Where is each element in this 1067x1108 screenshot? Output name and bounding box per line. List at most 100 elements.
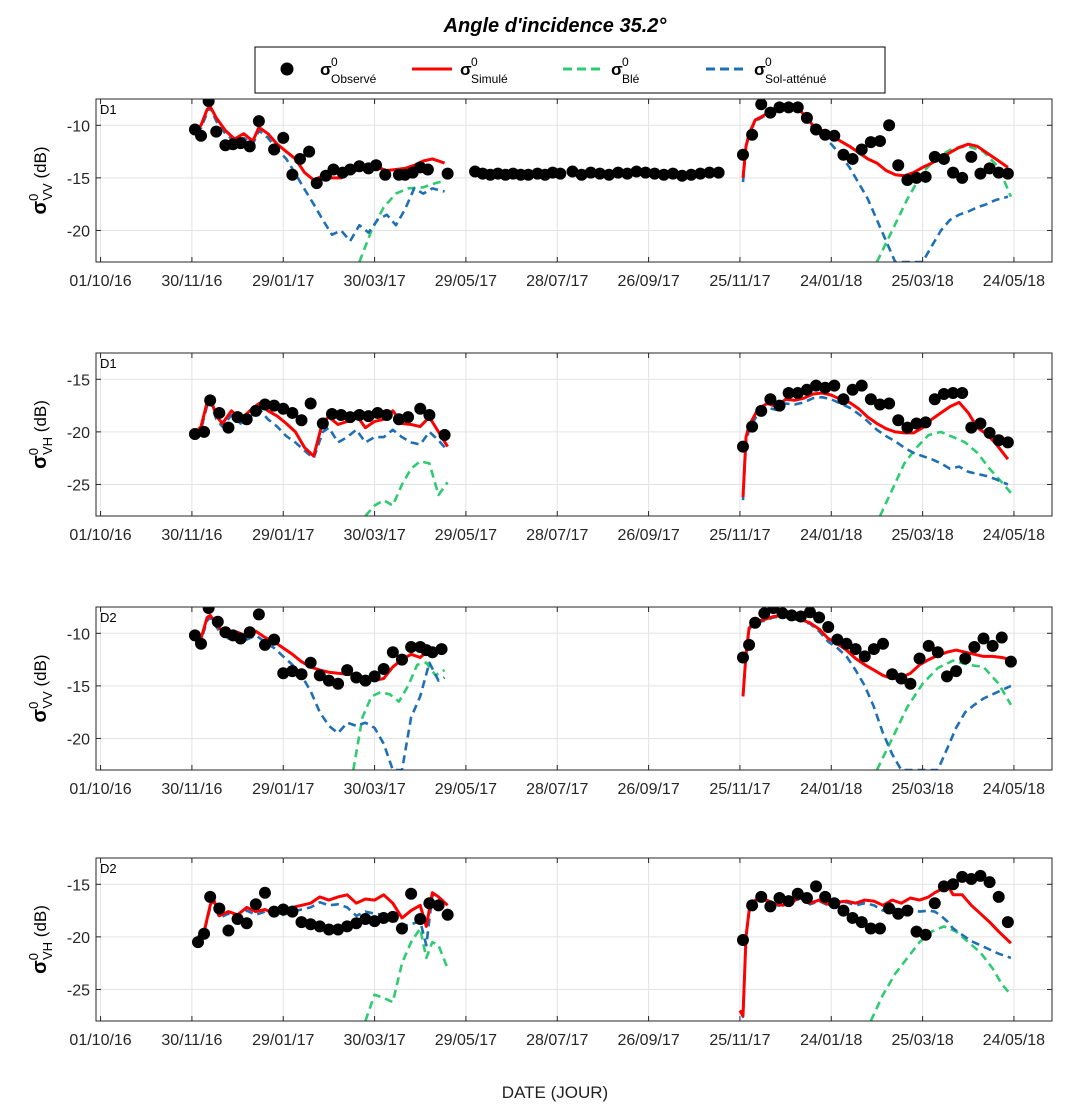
x-tick-label: 01/10/16 [69,273,131,290]
point-obs [764,393,777,406]
point-obs [295,916,308,929]
point-obs [327,163,340,176]
panel-2: 01/10/16 30/11/16 29/01/17 30/03/17 29/05/17… [26,352,1053,544]
point-obs [359,912,372,925]
x-tick-label: 26/09/17 [617,527,679,544]
legend-symbol-obs: σ [320,60,332,79]
point-obs [992,890,1005,903]
point-obs [402,411,415,424]
point-obs [901,421,914,434]
point-obs [258,638,271,651]
y-tick-label: -10 [67,626,90,643]
point-obs [773,101,786,114]
point-obs [937,880,950,893]
point-obs [831,633,844,646]
point-obs [344,163,357,176]
legend-item-ble: σ 0 Blé [563,55,640,86]
point-obs [810,880,823,893]
point-obs [840,637,853,650]
point-obs [794,610,807,623]
point-obs [846,383,859,396]
point-obs [234,137,247,150]
point-obs [965,421,978,434]
point-obs [325,407,338,420]
y-axis-label: σ0VH (dB) [26,905,55,974]
point-obs [211,615,224,628]
point-obs [910,417,923,430]
point-obs [386,910,399,923]
point-obs [694,167,707,180]
point-obs [785,609,798,622]
point-obs [222,924,235,937]
point-obs [782,895,795,908]
point-obs [341,664,354,677]
point-obs [965,873,978,886]
point-obs [268,905,281,918]
y-tick-label: -20 [67,731,90,748]
plot-area [96,858,1052,1021]
x-tick-label: 29/01/17 [252,273,314,290]
x-tick-label: 29/05/17 [435,781,497,798]
point-obs [736,934,749,947]
point-obs [316,417,329,430]
point-obs [277,903,290,916]
legend-item-obs: σ 0 Observé [280,55,377,86]
point-obs [593,167,606,180]
x-tick-label: 25/03/18 [891,273,953,290]
legend-symbol-sol: σ [754,60,766,79]
legend-symbol-ble: σ [611,60,623,79]
point-obs [764,106,777,119]
plot-area [96,353,1052,516]
point-obs [426,646,439,659]
point-obs [310,177,323,190]
point-obs [195,637,208,650]
point-obs [755,404,768,417]
x-tick-label: 25/03/18 [891,527,953,544]
point-obs [657,168,670,181]
point-obs [992,434,1005,447]
x-tick-label: 29/01/17 [252,527,314,544]
point-obs [855,916,868,929]
point-obs [405,640,418,653]
point-obs [950,665,963,678]
y-tick-label: -20 [67,223,90,240]
y-axis-label: σ0VV (dB) [26,146,55,214]
point-obs [202,607,215,615]
point-obs [666,167,679,180]
point-obs [432,899,445,912]
point-obs [566,165,579,178]
point-obs [1001,436,1014,449]
panel-3: 01/10/16 30/11/16 29/01/17 30/03/17 29/05/17… [26,606,1053,798]
point-obs [304,918,317,931]
point-obs [435,643,448,656]
point-obs [983,426,996,439]
point-obs [676,169,689,182]
point-obs [252,115,265,128]
point-obs [800,111,813,124]
point-obs [846,152,859,165]
point-obs [188,629,201,642]
x-tick-label: 30/11/16 [161,1032,222,1049]
point-obs [191,936,204,949]
point-obs [910,171,923,184]
point-obs [743,638,756,651]
point-obs [846,911,859,924]
series-obs [188,607,1017,690]
point-obs [855,379,868,392]
x-tick-label: 24/01/18 [800,273,862,290]
point-obs [313,920,326,933]
point-obs [736,148,749,161]
x-tick-label: 24/05/18 [983,781,1045,798]
panels: 01/10/16 30/11/16 29/01/17 30/03/17 29/05/17… [26,98,1053,1049]
point-obs [803,607,816,619]
point-obs [332,923,345,936]
point-obs [195,129,208,142]
point-obs [252,608,265,621]
x-tick-label: 29/05/17 [435,273,497,290]
x-tick-label: 25/03/18 [891,781,953,798]
point-obs [892,907,905,920]
point-obs [782,386,795,399]
point-obs [736,440,749,453]
point-obs [222,421,235,434]
point-obs [303,145,316,158]
